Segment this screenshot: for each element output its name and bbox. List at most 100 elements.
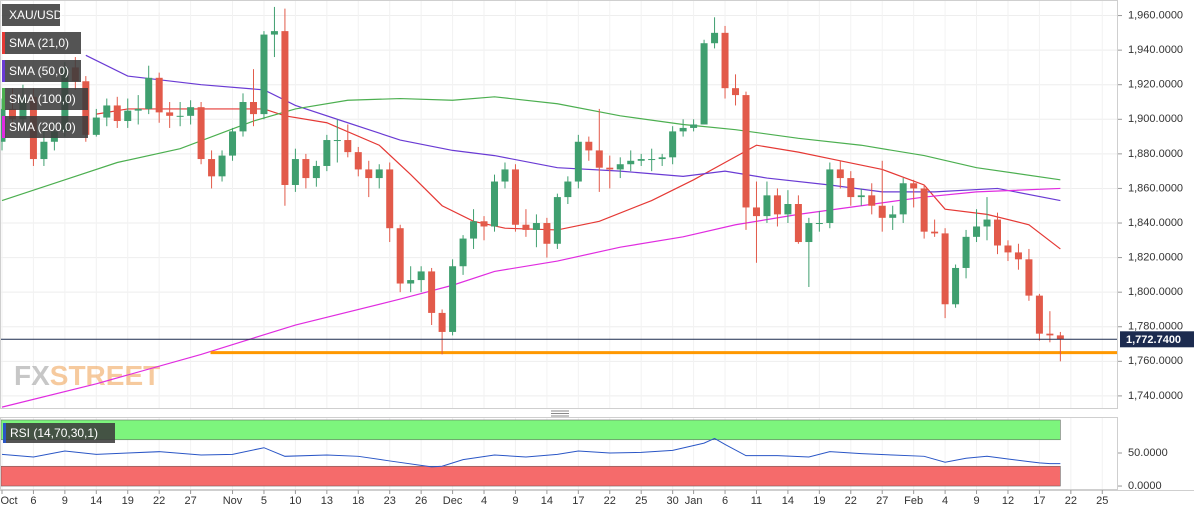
rsi-band <box>0 419 1061 441</box>
candle-body <box>700 43 708 125</box>
candle-body <box>449 266 457 332</box>
candle-body <box>669 131 677 158</box>
x-tick-label: Nov <box>223 495 243 507</box>
y-tick-label: 1,780.0000 <box>1128 321 1183 333</box>
candle-body <box>229 131 237 156</box>
x-tick-label: 22 <box>1065 495 1077 507</box>
candle-body <box>1035 295 1043 334</box>
legend-box <box>2 116 88 138</box>
candle-body <box>386 169 394 229</box>
candle-body <box>197 107 205 160</box>
y-tick-label: 1,840.0000 <box>1128 217 1183 229</box>
candle-body <box>176 115 184 117</box>
candle-body <box>249 102 257 115</box>
y-tick-label: 1,920.0000 <box>1128 79 1183 91</box>
candle-body <box>648 159 656 161</box>
price-panel-border <box>0 0 1118 409</box>
candle-body <box>417 271 425 281</box>
x-tick-label: 4 <box>481 495 487 507</box>
candle-body <box>302 159 310 179</box>
y-tick-label: 1,860.0000 <box>1128 182 1183 194</box>
x-tick-label: 6 <box>30 495 36 507</box>
candle-body <box>312 165 320 179</box>
legend-box <box>2 32 81 54</box>
x-tick-label: 11 <box>751 495 762 507</box>
legend-swatch <box>2 60 5 82</box>
candle-body <box>637 159 645 161</box>
x-tick-label: 14 <box>90 495 102 507</box>
legend-box <box>2 4 60 26</box>
last-price-box <box>1120 331 1194 348</box>
y-tick-label: 1,820.0000 <box>1128 251 1183 263</box>
legend-box <box>3 423 115 443</box>
candle-body <box>616 164 624 170</box>
x-tick-label: 17 <box>1033 495 1045 507</box>
candle-body <box>239 102 247 132</box>
y-tick-label: 50.0000 <box>1128 447 1168 459</box>
candle-body <box>983 219 991 227</box>
x-tick-label: 12 <box>1002 495 1014 507</box>
candle-body <box>396 228 404 284</box>
sma-line <box>1 96 1061 202</box>
x-tick-label: 23 <box>384 495 396 507</box>
panel-grip <box>551 410 569 417</box>
x-tick-label: Feb <box>904 495 923 507</box>
candle-body <box>40 141 48 160</box>
y-tick-label: 0.0000 <box>1128 480 1162 492</box>
candle-body <box>365 169 373 179</box>
candle-body <box>784 204 792 215</box>
candle-body <box>973 226 981 237</box>
candle-body <box>260 34 268 115</box>
candle-body <box>857 195 865 198</box>
candle-body <box>993 219 1001 246</box>
candle-body <box>480 221 488 227</box>
rsi-line <box>1 437 1061 468</box>
x-tick-label: 19 <box>813 495 825 507</box>
legend-label: XAU/USD <box>9 8 63 22</box>
candle-body <box>1014 252 1022 260</box>
candle-body <box>501 169 509 182</box>
x-tick-label: 22 <box>153 495 165 507</box>
candle-body <box>878 205 886 218</box>
candle-body <box>1046 333 1054 336</box>
candle-body <box>910 183 918 189</box>
candle-body <box>711 32 719 44</box>
candle-body <box>333 140 341 142</box>
x-tick-label: 30 <box>667 495 679 507</box>
candle-body <box>606 167 614 170</box>
y-tick-label: 1,900.0000 <box>1128 113 1183 125</box>
candle-body <box>763 195 771 217</box>
candle-body <box>815 223 823 225</box>
candle-body <box>679 127 687 132</box>
candle-body <box>354 152 362 170</box>
candle-body <box>92 117 100 135</box>
legend-swatch <box>2 88 5 110</box>
x-tick-label: 27 <box>876 495 888 507</box>
candle-body <box>155 77 163 113</box>
candle-body <box>690 124 698 128</box>
rsi-legend: RSI (14,70,30,1) <box>3 423 115 443</box>
candle-body <box>511 169 519 225</box>
candle-body <box>721 32 729 89</box>
candle-body <box>1025 259 1033 296</box>
candle-body <box>585 141 593 151</box>
candle-body <box>553 197 561 244</box>
legend-label: SMA (50,0) <box>9 64 69 78</box>
candle-body <box>407 280 415 284</box>
candle-body <box>532 223 540 230</box>
x-tick-label: Jan <box>685 495 703 507</box>
legend-swatch <box>2 116 5 138</box>
x-tick-label: 14 <box>541 495 553 507</box>
x-tick-label: Oct <box>0 495 17 507</box>
candle-body <box>742 95 750 208</box>
rsi-band <box>0 465 1061 487</box>
candle-body <box>889 214 897 218</box>
x-tick-label: 22 <box>845 495 857 507</box>
candle-body <box>113 105 121 122</box>
candle-body <box>208 159 216 177</box>
x-tick-label: 25 <box>1096 495 1108 507</box>
legend-swatch <box>3 423 6 443</box>
y-tick-label: 1,760.0000 <box>1128 355 1183 367</box>
candle-body <box>543 223 551 244</box>
candle-body <box>658 157 666 160</box>
